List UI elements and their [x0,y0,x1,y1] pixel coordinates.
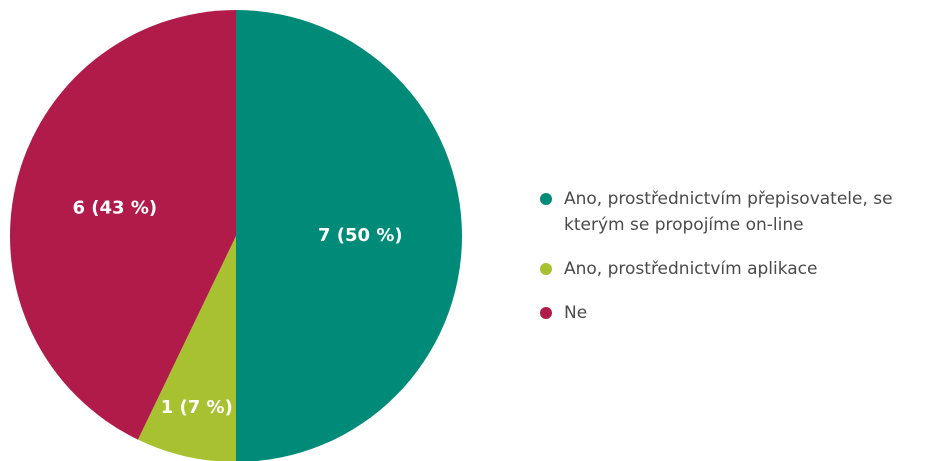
legend-swatch [540,193,552,205]
pie-slice [236,10,462,461]
legend-label: Ano, prostřednictvím aplikace [564,259,818,279]
pie-slice [9,10,236,440]
legend-swatch [540,263,552,275]
slice-label: 6 (43 %) [73,197,158,218]
legend: Ano, prostřednictvím přepisovatele, se k… [536,186,936,344]
legend-swatch [540,307,552,319]
legend-item: Ne [536,300,936,326]
slice-label: 1 (7 %) [161,397,233,418]
legend-item: Ano, prostřednictvím přepisovatele, se k… [536,186,936,238]
pie-slice [137,236,236,461]
legend-item: Ano, prostřednictvím aplikace [536,256,936,282]
legend-label: Ne [564,303,588,323]
slice-label: 7 (50 %) [318,225,403,246]
legend-label: Ano, prostřednictvím přepisovatele, se k… [564,189,893,235]
